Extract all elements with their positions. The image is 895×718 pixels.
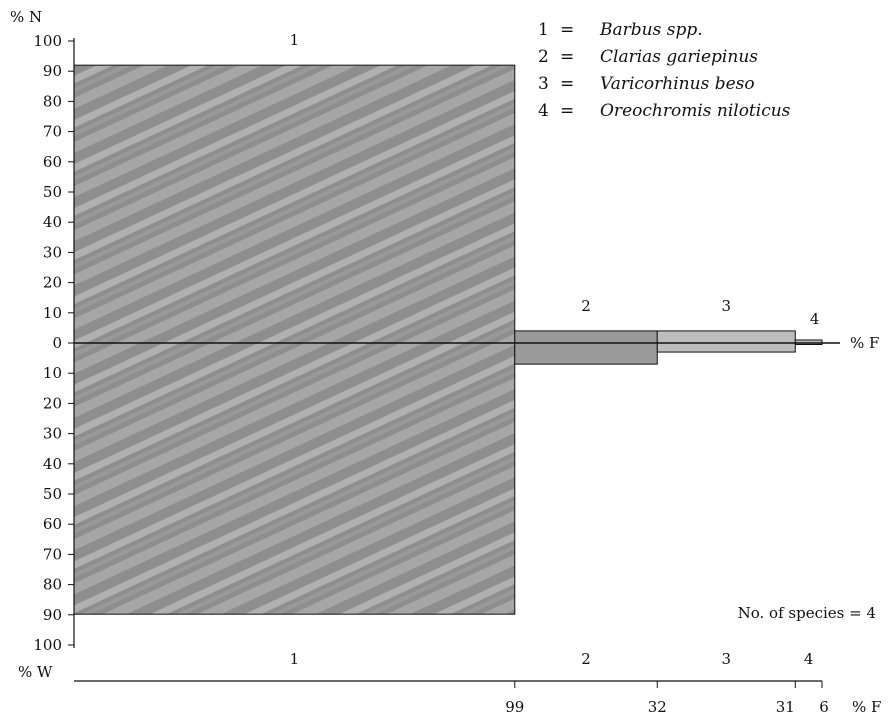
f-value-2: 32 xyxy=(648,698,667,716)
y-tick-label-down-10: 10 xyxy=(43,364,62,382)
labels-layer: 1199223233314461009080706050403020100102… xyxy=(10,8,881,716)
bar-N-1 xyxy=(73,64,516,344)
legend: 1 = Barbus spp. 2 = Clarias gariepinus 3… xyxy=(538,20,791,121)
species-count-annotation: No. of species = 4 xyxy=(738,604,876,622)
y-tick-label-up-60: 60 xyxy=(43,153,62,171)
bar-W-3 xyxy=(656,342,796,353)
legend-num-4: 4 xyxy=(538,101,549,121)
y-tick-label-up-50: 50 xyxy=(43,183,62,201)
y-tick-label-up-70: 70 xyxy=(43,123,62,141)
y-tick-label-up-30: 30 xyxy=(43,243,62,261)
legend-num-3: 3 xyxy=(538,74,549,94)
legend-name-2: Clarias gariepinus xyxy=(600,47,758,67)
legend-item-2: 2 = Clarias gariepinus xyxy=(538,47,758,67)
legend-eq-3: = xyxy=(560,74,574,94)
y-tick-label-up-100: 100 xyxy=(33,32,62,50)
legend-item-4: 4 = Oreochromis niloticus xyxy=(538,101,791,121)
y-tick-label-down-100: 100 xyxy=(33,636,62,654)
legend-item-3: 3 = Varicorhinus beso xyxy=(538,74,755,94)
legend-eq-2: = xyxy=(560,47,574,67)
y-tick-label-down-60: 60 xyxy=(43,515,62,533)
y-tick-label-down-50: 50 xyxy=(43,485,62,503)
f-value-4: 6 xyxy=(819,698,829,716)
f-value-1: 99 xyxy=(505,698,524,716)
y-tick-label-down-40: 40 xyxy=(43,455,62,473)
f-value-3: 31 xyxy=(776,698,795,716)
f-axis-title: % F xyxy=(852,698,881,716)
x-axis-title: % F xyxy=(850,334,879,352)
w-axis-label-2: 2 xyxy=(581,650,591,668)
bar-top-label-2: 2 xyxy=(581,297,591,315)
y-tick-label-up-20: 20 xyxy=(43,274,62,292)
w-axis-title: % W xyxy=(18,663,53,681)
legend-eq-4: = xyxy=(560,101,574,121)
bars-layer xyxy=(73,64,823,615)
bar-W-1 xyxy=(73,342,516,615)
legend-num-2: 2 xyxy=(538,47,549,67)
axes-layer xyxy=(68,38,840,688)
w-axis-label-4: 4 xyxy=(804,650,814,668)
y-tick-label-down-90: 90 xyxy=(43,606,62,624)
y-tick-label-up-10: 10 xyxy=(43,304,62,322)
bar-N-3 xyxy=(656,330,796,344)
legend-name-3: Varicorhinus beso xyxy=(600,74,755,94)
y-tick-label-up-0: 0 xyxy=(52,334,62,352)
y-tick-label-down-70: 70 xyxy=(43,545,62,563)
y-tick-label-up-90: 90 xyxy=(43,62,62,80)
bar-top-label-4: 4 xyxy=(810,310,820,328)
legend-num-1: 1 xyxy=(538,20,549,40)
bar-W-2 xyxy=(514,342,658,365)
legend-eq-1: = xyxy=(560,20,574,40)
y-tick-label-up-40: 40 xyxy=(43,213,62,231)
legend-item-1: 1 = Barbus spp. xyxy=(538,20,703,40)
bar-N-2 xyxy=(514,330,658,344)
legend-name-4: Oreochromis niloticus xyxy=(600,101,791,121)
y-tick-label-down-30: 30 xyxy=(43,425,62,443)
y-axis-title: % N xyxy=(10,8,42,26)
w-axis-label-3: 3 xyxy=(722,650,732,668)
legend-name-1: Barbus spp. xyxy=(599,20,703,40)
w-axis-label-1: 1 xyxy=(290,650,300,668)
y-tick-label-up-80: 80 xyxy=(43,92,62,110)
y-tick-label-down-80: 80 xyxy=(43,576,62,594)
bar-top-label-3: 3 xyxy=(722,297,732,315)
y-tick-label-down-20: 20 xyxy=(43,394,62,412)
bar-top-label-1: 1 xyxy=(290,31,300,49)
